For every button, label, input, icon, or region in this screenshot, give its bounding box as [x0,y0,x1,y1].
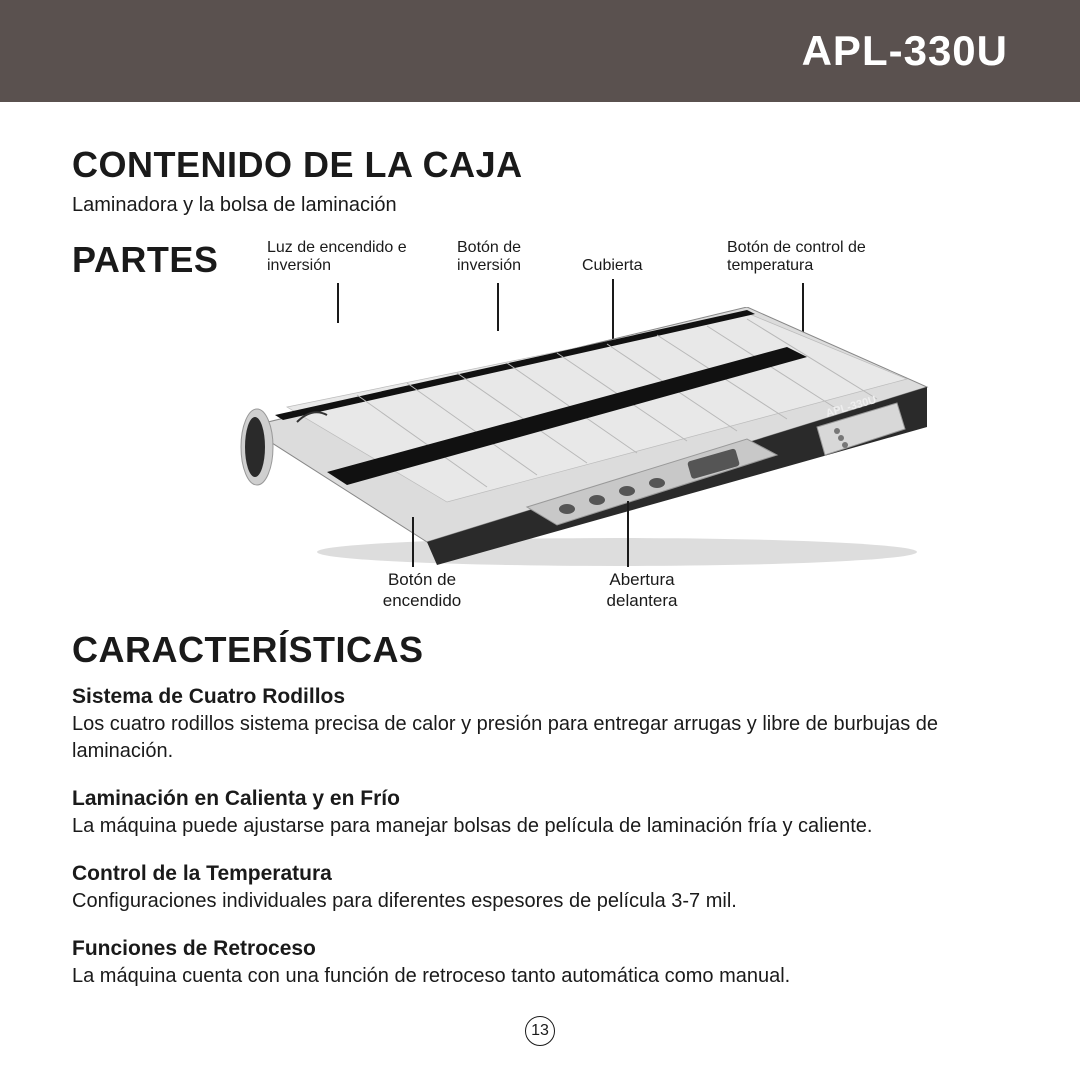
parts-diagram: Luz de encendido e inversión Botón de in… [217,239,1008,619]
box-description: Laminadora y la bolsa de laminación [72,194,1008,217]
laminator-svg: DIGITAL AUTO REVERSE [227,307,947,567]
label-power-button: Botón de encendido [367,569,477,612]
feature-item: Sistema de Cuatro Rodillos Los cuatro ro… [72,685,1008,765]
leader-line [412,517,414,567]
device-illustration: DIGITAL AUTO REVERSE [227,307,947,567]
feature-item: Control de la Temperatura Configuracione… [72,862,1008,915]
section-title-parts: PARTES [72,239,217,281]
page-content: CONTENIDO DE LA CAJA Laminadora y la bol… [0,102,1080,990]
parts-section: PARTES Luz de encendido e inversión Botó… [72,239,1008,619]
feature-body: La máquina puede ajustarse para manejar … [72,813,1008,840]
feature-body: La máquina cuenta con una función de ret… [72,963,1008,990]
feature-item: Funciones de Retroceso La máquina cuenta… [72,937,1008,990]
section-title-features: CARACTERÍSTICAS [72,629,1008,671]
label-temp-control: Botón de control de temperatura [727,239,897,275]
feature-title: Control de la Temperatura [72,862,1008,886]
feature-title: Laminación en Calienta y en Frío [72,787,1008,811]
header-bar: APL-330U [0,0,1080,102]
page-number: 13 [525,1016,555,1046]
feature-body: Configuraciones individuales para difere… [72,888,1008,915]
section-title-box: CONTENIDO DE LA CAJA [72,144,1008,186]
label-cover: Cubierta [582,257,672,275]
label-power-light: Luz de encendido e inversión [267,239,437,275]
feature-title: Sistema de Cuatro Rodillos [72,685,1008,709]
label-reverse-button: Botón de inversión [457,239,567,275]
feature-title: Funciones de Retroceso [72,937,1008,961]
feature-item: Laminación en Calienta y en Frío La máqu… [72,787,1008,840]
feature-body: Los cuatro rodillos sistema precisa de c… [72,711,1008,765]
leader-line [627,501,629,567]
label-front-opening: Abertura delantera [587,569,697,612]
model-name: APL-330U [802,27,1008,75]
features-list: Sistema de Cuatro Rodillos Los cuatro ro… [72,685,1008,990]
